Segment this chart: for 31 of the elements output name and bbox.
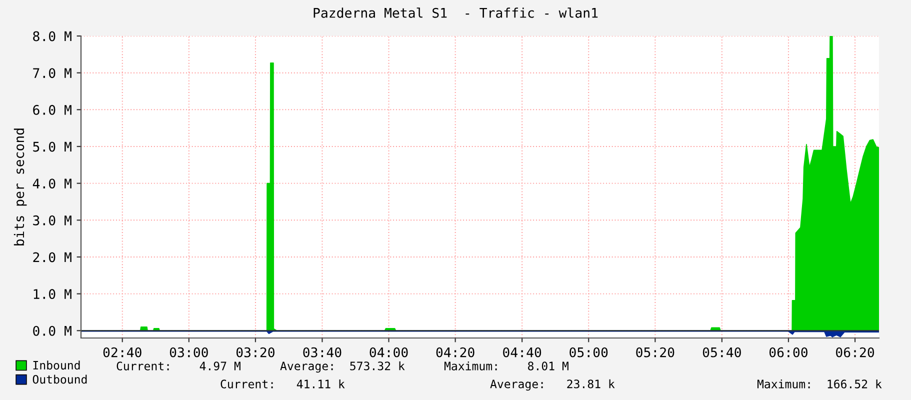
y-tick-label: 7.0 M (33, 68, 72, 78)
y-tick-label: 5.0 M (33, 142, 72, 152)
text: Average: 573.32 k (280, 361, 405, 373)
legend-label: Inbound (33, 360, 80, 370)
y-tick-label: 4.0 M (32, 178, 72, 189)
x-tick-label: 03:20 (236, 347, 274, 358)
text: Maximum: 8.01 M (444, 361, 568, 370)
y-tick-label: 0.0 M (33, 326, 72, 336)
x-tick-label: 05:20 (636, 347, 674, 358)
x-tick-label: 06:20 (836, 347, 874, 358)
y-tick-label: 2.0 M (33, 252, 72, 262)
y-axis-title: bits per second (14, 128, 27, 246)
text: Current: 41.11 k (220, 379, 345, 388)
x-tick-label: 06:00 (769, 347, 808, 358)
x-tick-label: 04:40 (503, 347, 542, 358)
x-tick-label: 02:40 (103, 347, 142, 358)
chart-title: Pazderna Metal S1 - Traffic - wlan1 (314, 8, 598, 18)
x-tick-label: 05:40 (702, 347, 741, 358)
x-tick-label: 05:00 (570, 347, 608, 358)
legend-label: Outbound (32, 374, 87, 384)
text: Maximum: 166.52 k (757, 379, 882, 388)
x-tick-label: 04:00 (370, 347, 408, 358)
y-tick-label: 8.0 M (33, 31, 72, 42)
y-tick-label: 1.0 M (34, 289, 72, 300)
text: Average: 23.81 k (490, 379, 615, 391)
y-tick-label: 3.0 M (33, 215, 72, 226)
y-tick-label: 6.0 M (33, 104, 72, 115)
text: Current: 4.97 M (116, 362, 240, 370)
x-tick-label: 03:00 (170, 347, 208, 358)
x-tick-label: 03:40 (303, 347, 342, 358)
x-tick-label: 04:20 (436, 347, 474, 358)
